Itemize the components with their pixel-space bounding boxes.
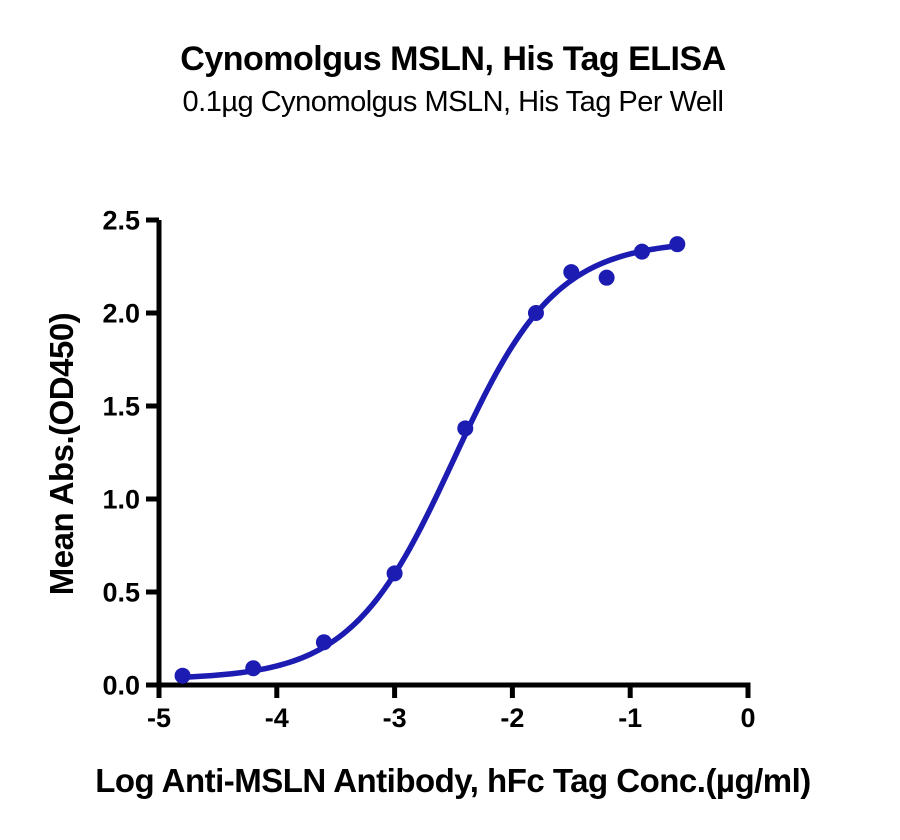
x-tick-label: -5 xyxy=(147,703,171,733)
y-tick-label: 2.5 xyxy=(102,206,140,236)
x-tick-label: -3 xyxy=(383,703,407,733)
chart-title: Cynomolgus MSLN, His Tag ELISA xyxy=(180,40,726,78)
data-point xyxy=(598,269,615,286)
x-axis-title: Log Anti-MSLN Antibody, hFc Tag Conc.(µg… xyxy=(95,762,811,799)
data-point xyxy=(669,236,686,253)
y-tick-label: 0.5 xyxy=(102,578,140,608)
data-point xyxy=(633,243,650,260)
data-point xyxy=(174,667,191,684)
chart-subtitle: 0.1µg Cynomolgus MSLN, His Tag Per Well xyxy=(182,86,724,118)
x-tick-label: -1 xyxy=(618,703,642,733)
y-tick-label: 1.0 xyxy=(102,485,140,515)
data-point xyxy=(245,660,262,677)
x-tick-label: -4 xyxy=(265,703,289,733)
x-tick-label: 0 xyxy=(740,703,755,733)
data-point xyxy=(563,264,580,281)
data-point xyxy=(386,565,403,582)
y-tick-label: 2.0 xyxy=(102,299,140,329)
x-tick-label: -2 xyxy=(500,703,524,733)
y-tick-label: 0.0 xyxy=(102,671,140,701)
data-point xyxy=(527,305,544,321)
y-tick-label: 1.5 xyxy=(102,392,140,422)
data-point xyxy=(457,420,474,437)
fit-curve xyxy=(179,243,681,680)
data-point xyxy=(315,634,332,651)
